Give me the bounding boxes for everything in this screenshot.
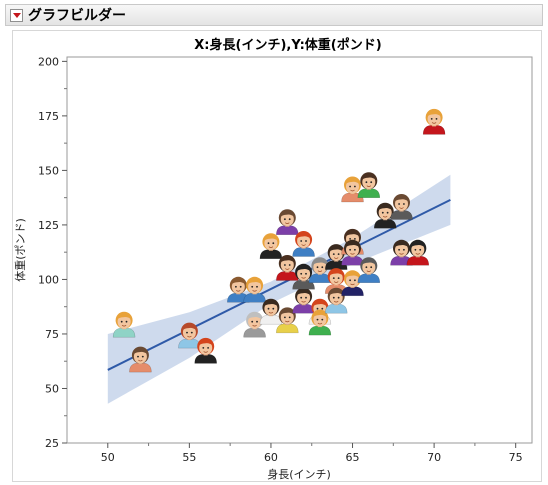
y-tick-label: 50: [45, 382, 59, 395]
x-tick-label: 50: [101, 451, 115, 464]
person-face-icon: [390, 194, 413, 220]
person-face-icon: [243, 311, 266, 338]
y-tick-label: 175: [38, 110, 59, 123]
y-axis-label: 体重(ポンド): [13, 218, 27, 282]
y-tick-label: 75: [45, 328, 59, 341]
person-face-icon: [292, 231, 315, 257]
x-axis-label: 身長(インチ): [267, 467, 331, 481]
person-face-icon: [341, 239, 364, 266]
report-title-bar: グラフビルダー: [5, 4, 543, 26]
person-face-icon: [259, 298, 283, 325]
person-face-icon: [308, 257, 332, 283]
person-face-icon: [357, 257, 381, 283]
x-tick-label: 55: [182, 451, 196, 464]
person-face-icon: [243, 276, 266, 303]
x-tick-label: 60: [264, 451, 278, 464]
y-tick-label: 150: [38, 164, 59, 177]
window-title: グラフビルダー: [28, 8, 126, 24]
x-tick-label: 65: [346, 451, 360, 464]
person-face-icon: [276, 209, 299, 235]
y-tick-label: 100: [38, 273, 59, 286]
x-tick-label: 70: [427, 451, 441, 464]
person-face-icon: [129, 346, 152, 373]
person-face-icon: [292, 287, 315, 314]
person-face-icon: [112, 311, 136, 338]
person-face-icon: [194, 337, 217, 364]
chart-title: X:身長(インチ),Y:体重(ポンド): [194, 37, 381, 53]
y-tick-label: 25: [45, 437, 59, 450]
y-tick-label: 200: [38, 55, 59, 68]
person-face-icon: [276, 255, 299, 281]
person-face-icon: [259, 233, 283, 259]
person-face-icon: [276, 307, 299, 334]
y-tick-label: 125: [38, 219, 59, 232]
person-face-icon: [308, 309, 332, 336]
person-face-icon: [422, 108, 446, 135]
disclosure-menu-icon[interactable]: [10, 8, 23, 22]
person-face-icon: [341, 270, 364, 297]
person-face-icon: [324, 287, 348, 314]
person-face-icon: [357, 172, 381, 198]
person-face-icon: [406, 239, 430, 266]
person-face-icon: [178, 322, 201, 349]
x-tick-label: 75: [509, 451, 523, 464]
person-face-icon: [373, 202, 397, 229]
